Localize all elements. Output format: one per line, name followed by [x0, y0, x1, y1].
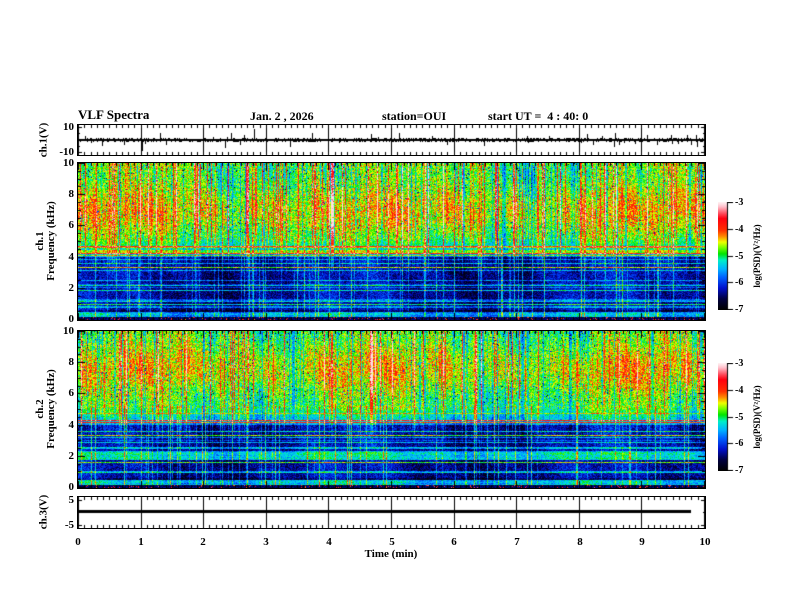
frequency-tick-label: 6 [68, 387, 75, 399]
ch1-waveform-panel [77, 124, 706, 156]
ch2-colorbar [718, 363, 734, 476]
frequency-tick-label: 2 [68, 450, 75, 462]
frequency-tick-label: 10 [63, 157, 74, 169]
plot-start-ut: start UT = 4 : 40: 0 [488, 109, 589, 123]
x-tick-label: 6 [451, 536, 457, 548]
ch2-colorbar-tick-label: -6 [735, 438, 744, 449]
ch1-colorbar-tick-label: -5 [735, 251, 744, 262]
x-tick-label: 4 [326, 536, 332, 548]
ch2-colorbar-tick-label: -5 [735, 412, 744, 423]
frequency-tick-label: 6 [68, 219, 75, 231]
ch1-waveform-canvas [78, 125, 705, 155]
ch2-frequency-axis-label: ch.2 Frequency (kHz) [34, 369, 57, 449]
ch2-spectrogram-canvas [78, 331, 705, 488]
ch2-colorbar-tick-label: -3 [735, 358, 744, 369]
ch3-voltage-tick-label: 5 [68, 494, 75, 506]
x-tick-label: 1 [138, 536, 144, 548]
frequency-tick-label: 0 [68, 313, 75, 325]
ch1-voltage-tick-label: 10 [63, 121, 74, 133]
ch1-voltage-tick-label: -10 [59, 146, 74, 158]
ch2-colorbar-canvas [718, 363, 734, 471]
x-tick-label: 2 [200, 536, 206, 548]
x-tick-label: 9 [639, 536, 645, 548]
ch3-voltage-tick-label: -5 [64, 519, 74, 531]
plot-date: Jan. 2 , 2026 [250, 109, 314, 123]
ch1-colorbar-tick-label: -7 [735, 304, 744, 315]
frequency-tick-label: 8 [68, 188, 75, 200]
frequency-tick-label: 10 [63, 325, 74, 337]
ch1-colorbar-canvas [718, 202, 734, 310]
frequency-tick-label: 0 [68, 481, 75, 493]
x-tick-label: 7 [514, 536, 520, 548]
plot-station: station=OUI [382, 109, 447, 123]
x-tick-label: 10 [699, 536, 711, 548]
frequency-tick-label: 8 [68, 356, 75, 368]
ch1-colorbar-tick-label: -3 [735, 197, 744, 208]
ch1-spectrogram-panel [77, 162, 706, 321]
x-tick-label: 0 [75, 536, 81, 548]
x-tick-label: 5 [389, 536, 395, 548]
ch2-spectrogram-panel [77, 330, 706, 489]
ch1-spectrogram-canvas [78, 163, 705, 320]
ch1-colorbar [718, 202, 734, 315]
frequency-tick-label: 4 [68, 419, 75, 431]
ch3-waveform-canvas [78, 497, 705, 528]
ch1-colorbar-tick-label: -4 [735, 224, 744, 235]
x-tick-label: 8 [577, 536, 583, 548]
ch1-colorbar-tick-label: -6 [735, 277, 744, 288]
x-axis-title: Time (min) [364, 548, 418, 560]
frequency-tick-label: 4 [68, 251, 75, 263]
frequency-tick-label: 2 [68, 282, 75, 294]
ch3-waveform-panel [77, 496, 706, 529]
ch2-colorbar-tick-label: -4 [735, 385, 744, 396]
ch2-colorbar-tick-label: -7 [735, 465, 744, 476]
x-tick-label: 3 [263, 536, 269, 548]
plot-title: VLF Spectra [78, 107, 150, 122]
ch1-frequency-axis-label: ch.1 Frequency (kHz) [34, 201, 57, 281]
